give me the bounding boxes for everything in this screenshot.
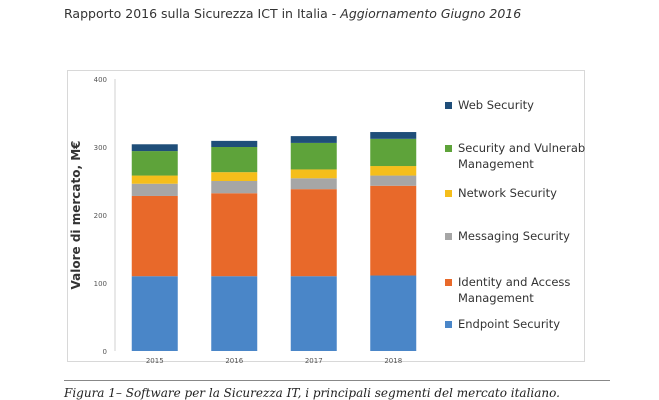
- bar-segment: [290, 189, 337, 277]
- legend-swatch: [445, 279, 452, 286]
- bar-segment: [211, 181, 258, 194]
- legend-swatch: [445, 233, 452, 240]
- bar-segment: [290, 276, 337, 351]
- legend-swatch: [445, 190, 452, 197]
- x-tick-label: 2015: [146, 357, 164, 363]
- bar-segment: [290, 142, 337, 170]
- bar-segment: [131, 276, 178, 351]
- bar-segment: [370, 185, 417, 276]
- y-tick-label: 200: [94, 212, 107, 220]
- bar-segment: [131, 183, 178, 196]
- bar-segment: [211, 172, 258, 181]
- bar-segment: [290, 178, 337, 190]
- y-tick-label: 100: [94, 280, 107, 288]
- legend-label: Messaging Security: [458, 229, 570, 243]
- bar-segment: [290, 169, 337, 179]
- y-tick-label: 0: [103, 348, 107, 356]
- legend-label: Management: [458, 157, 534, 171]
- legend-label: Security and Vulnerability: [458, 141, 586, 155]
- legend-swatch: [445, 321, 452, 328]
- x-tick-label: 2016: [225, 357, 243, 363]
- legend-label: Network Security: [458, 186, 557, 200]
- legend-label: Management: [458, 291, 534, 305]
- caption-divider: [64, 380, 610, 381]
- bar-segment: [370, 132, 417, 139]
- y-axis-title: Valore di mercato, M€: [69, 141, 83, 290]
- report-subtitle: Aggiornamento Giugno 2016: [340, 6, 522, 21]
- legend-label: Identity and Access: [458, 275, 570, 289]
- bar-segment: [211, 140, 258, 147]
- bar-segment: [131, 151, 178, 176]
- stacked-bar-chart: 0 100 200 300 400 Valore di mercato, M€ 2015 20…: [69, 76, 586, 363]
- bar-segment: [131, 144, 178, 152]
- report-title: Rapporto 2016 sulla Sicurezza ICT in Ita…: [64, 6, 341, 21]
- bar-segment: [131, 175, 178, 184]
- y-tick-label: 400: [94, 76, 107, 84]
- figure-caption: Figura 1– Software per la Sicurezza IT, …: [64, 386, 560, 400]
- bar-segment: [370, 175, 417, 186]
- legend-label: Web Security: [458, 98, 534, 112]
- bar-segment: [131, 195, 178, 277]
- bar-segment: [211, 147, 258, 173]
- report-header: Rapporto 2016 sulla Sicurezza ICT in Ita…: [64, 6, 521, 21]
- bar-segment: [370, 138, 417, 167]
- bar-segment: [290, 136, 337, 143]
- chart-frame: 0 100 200 300 400 Valore di mercato, M€ 2015 20…: [67, 70, 586, 363]
- legend-swatch: [445, 145, 452, 152]
- x-tick-label: 2018: [384, 357, 402, 363]
- legend-label: Endpoint Security: [458, 317, 560, 331]
- bar-segment: [211, 276, 258, 351]
- bar-segment: [370, 166, 417, 176]
- x-tick-label: 2017: [305, 357, 323, 363]
- bar-segment: [211, 193, 258, 277]
- y-tick-label: 300: [94, 144, 107, 152]
- bar-segment: [370, 275, 417, 351]
- legend-swatch: [445, 102, 452, 109]
